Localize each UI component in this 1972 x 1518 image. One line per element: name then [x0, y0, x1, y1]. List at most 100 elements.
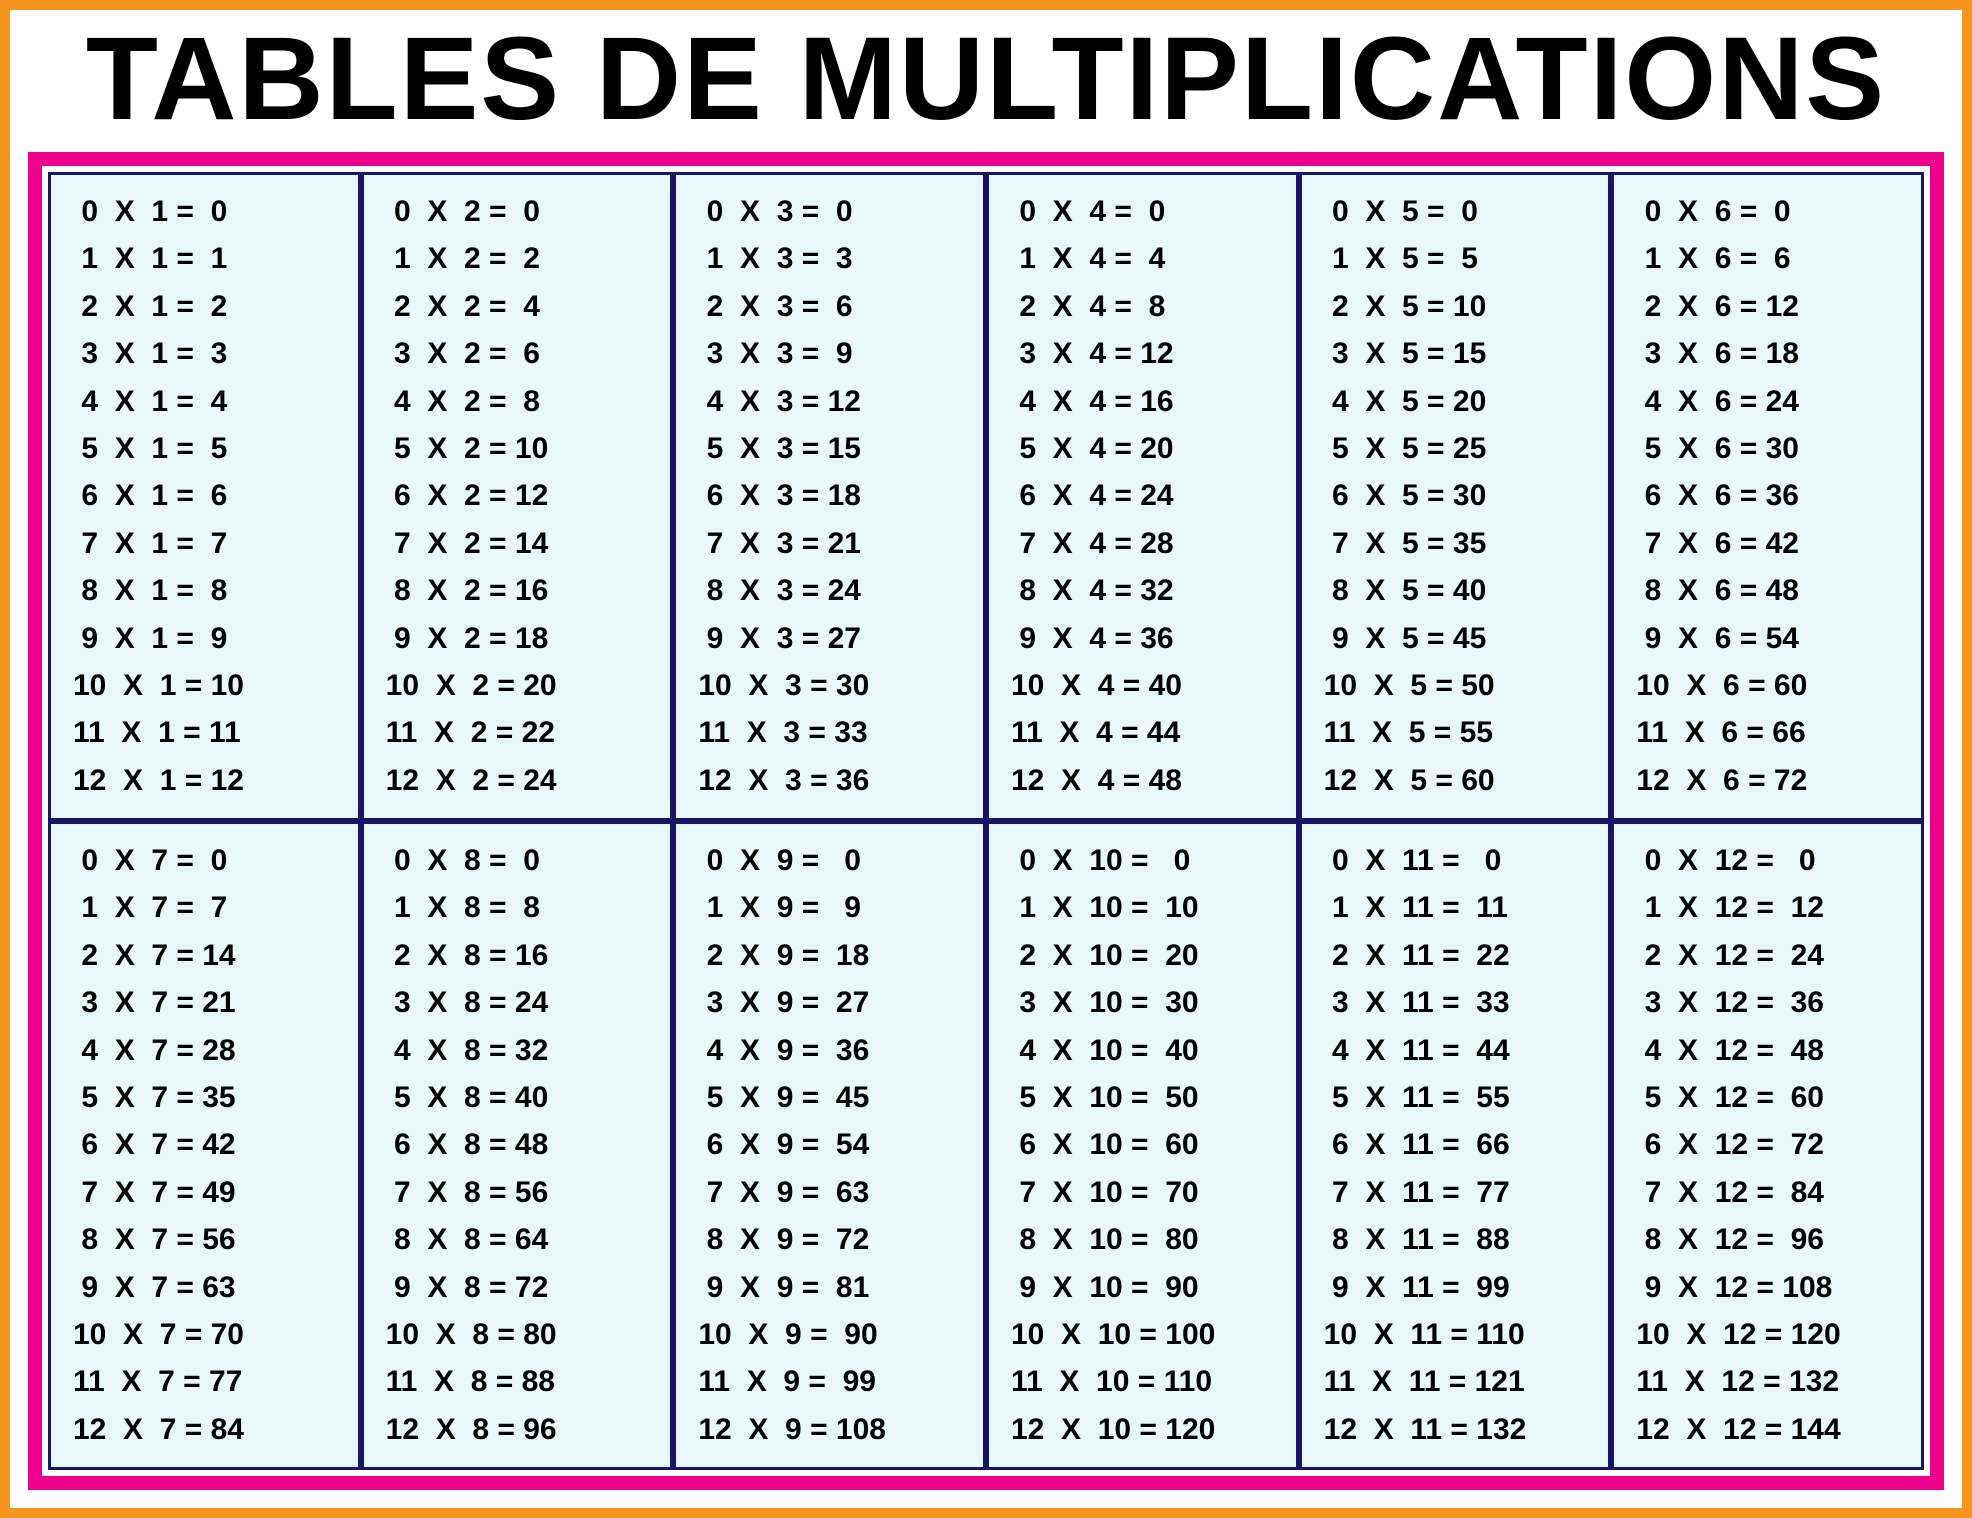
multiplication-row: 4 X 7 = 28 — [73, 1030, 346, 1072]
multiplication-row: 7 X 10 = 70 — [1011, 1172, 1284, 1214]
multiplication-row: 0 X 1 = 0 — [73, 191, 346, 233]
multiplication-row: 7 X 8 = 56 — [386, 1172, 659, 1214]
multiplication-row: 1 X 4 = 4 — [1011, 238, 1284, 280]
multiplication-row: 1 X 10 = 10 — [1011, 887, 1284, 929]
multiplication-row: 8 X 3 = 24 — [698, 570, 971, 612]
multiplication-row: 11 X 11 = 121 — [1324, 1361, 1597, 1403]
multiplication-row: 3 X 10 = 30 — [1011, 982, 1284, 1024]
table-cell-3: 0 X 3 = 0 1 X 3 = 3 2 X 3 = 6 3 X 3 = 9 … — [673, 172, 986, 821]
multiplication-row: 11 X 3 = 33 — [698, 712, 971, 754]
multiplication-row: 11 X 12 = 132 — [1636, 1361, 1909, 1403]
multiplication-row: 2 X 6 = 12 — [1636, 286, 1909, 328]
multiplication-row: 0 X 6 = 0 — [1636, 191, 1909, 233]
multiplication-row: 10 X 10 = 100 — [1011, 1314, 1284, 1356]
table-cell-2: 0 X 2 = 0 1 X 2 = 2 2 X 2 = 4 3 X 2 = 6 … — [361, 172, 674, 821]
multiplication-row: 5 X 7 = 35 — [73, 1077, 346, 1119]
multiplication-row: 2 X 3 = 6 — [698, 286, 971, 328]
multiplication-row: 6 X 1 = 6 — [73, 475, 346, 517]
multiplication-row: 6 X 6 = 36 — [1636, 475, 1909, 517]
multiplication-row: 12 X 4 = 48 — [1011, 760, 1284, 802]
multiplication-row: 3 X 3 = 9 — [698, 333, 971, 375]
multiplication-row: 6 X 12 = 72 — [1636, 1124, 1909, 1166]
tables-grid: 0 X 1 = 0 1 X 1 = 1 2 X 1 = 2 3 X 1 = 3 … — [48, 172, 1924, 1470]
table-cell-4: 0 X 4 = 0 1 X 4 = 4 2 X 4 = 8 3 X 4 = 12… — [986, 172, 1299, 821]
multiplication-row: 0 X 10 = 0 — [1011, 840, 1284, 882]
multiplication-row: 12 X 3 = 36 — [698, 760, 971, 802]
multiplication-row: 7 X 12 = 84 — [1636, 1172, 1909, 1214]
multiplication-row: 0 X 9 = 0 — [698, 840, 971, 882]
multiplication-row: 7 X 1 = 7 — [73, 523, 346, 565]
multiplication-row: 1 X 9 = 9 — [698, 887, 971, 929]
multiplication-row: 9 X 4 = 36 — [1011, 618, 1284, 660]
multiplication-row: 11 X 1 = 11 — [73, 712, 346, 754]
multiplication-row: 2 X 7 = 14 — [73, 935, 346, 977]
multiplication-row: 12 X 6 = 72 — [1636, 760, 1909, 802]
multiplication-row: 3 X 4 = 12 — [1011, 333, 1284, 375]
multiplication-row: 7 X 2 = 14 — [386, 523, 659, 565]
table-cell-5: 0 X 5 = 0 1 X 5 = 5 2 X 5 = 10 3 X 5 = 1… — [1299, 172, 1612, 821]
multiplication-row: 8 X 6 = 48 — [1636, 570, 1909, 612]
multiplication-row: 7 X 11 = 77 — [1324, 1172, 1597, 1214]
table-cell-6: 0 X 6 = 0 1 X 6 = 6 2 X 6 = 12 3 X 6 = 1… — [1611, 172, 1924, 821]
multiplication-row: 0 X 2 = 0 — [386, 191, 659, 233]
multiplication-row: 4 X 1 = 4 — [73, 381, 346, 423]
multiplication-row: 3 X 7 = 21 — [73, 982, 346, 1024]
multiplication-row: 10 X 9 = 90 — [698, 1314, 971, 1356]
multiplication-row: 7 X 3 = 21 — [698, 523, 971, 565]
multiplication-row: 8 X 11 = 88 — [1324, 1219, 1597, 1261]
multiplication-row: 10 X 3 = 30 — [698, 665, 971, 707]
multiplication-row: 6 X 7 = 42 — [73, 1124, 346, 1166]
multiplication-row: 8 X 5 = 40 — [1324, 570, 1597, 612]
multiplication-row: 6 X 9 = 54 — [698, 1124, 971, 1166]
multiplication-row: 12 X 8 = 96 — [386, 1409, 659, 1451]
multiplication-row: 12 X 5 = 60 — [1324, 760, 1597, 802]
multiplication-row: 10 X 12 = 120 — [1636, 1314, 1909, 1356]
multiplication-row: 11 X 5 = 55 — [1324, 712, 1597, 754]
multiplication-row: 10 X 7 = 70 — [73, 1314, 346, 1356]
multiplication-row: 12 X 11 = 132 — [1324, 1409, 1597, 1451]
multiplication-row: 12 X 7 = 84 — [73, 1409, 346, 1451]
multiplication-row: 9 X 1 = 9 — [73, 618, 346, 660]
multiplication-row: 1 X 7 = 7 — [73, 887, 346, 929]
multiplication-row: 4 X 6 = 24 — [1636, 381, 1909, 423]
multiplication-row: 6 X 11 = 66 — [1324, 1124, 1597, 1166]
multiplication-row: 0 X 7 = 0 — [73, 840, 346, 882]
multiplication-row: 6 X 4 = 24 — [1011, 475, 1284, 517]
multiplication-row: 0 X 8 = 0 — [386, 840, 659, 882]
multiplication-row: 6 X 8 = 48 — [386, 1124, 659, 1166]
multiplication-row: 9 X 6 = 54 — [1636, 618, 1909, 660]
multiplication-row: 8 X 8 = 64 — [386, 1219, 659, 1261]
multiplication-row: 4 X 2 = 8 — [386, 381, 659, 423]
multiplication-row: 3 X 2 = 6 — [386, 333, 659, 375]
multiplication-row: 1 X 6 = 6 — [1636, 238, 1909, 280]
multiplication-row: 1 X 11 = 11 — [1324, 887, 1597, 929]
multiplication-row: 11 X 6 = 66 — [1636, 712, 1909, 754]
multiplication-row: 4 X 8 = 32 — [386, 1030, 659, 1072]
multiplication-row: 10 X 8 = 80 — [386, 1314, 659, 1356]
multiplication-row: 5 X 4 = 20 — [1011, 428, 1284, 470]
multiplication-row: 1 X 5 = 5 — [1324, 238, 1597, 280]
multiplication-row: 10 X 2 = 20 — [386, 665, 659, 707]
multiplication-row: 0 X 4 = 0 — [1011, 191, 1284, 233]
multiplication-row: 9 X 2 = 18 — [386, 618, 659, 660]
multiplication-row: 2 X 9 = 18 — [698, 935, 971, 977]
multiplication-row: 4 X 11 = 44 — [1324, 1030, 1597, 1072]
multiplication-row: 5 X 6 = 30 — [1636, 428, 1909, 470]
multiplication-row: 2 X 2 = 4 — [386, 286, 659, 328]
multiplication-row: 4 X 3 = 12 — [698, 381, 971, 423]
multiplication-row: 12 X 9 = 108 — [698, 1409, 971, 1451]
table-cell-12: 0 X 12 = 0 1 X 12 = 12 2 X 12 = 24 3 X 1… — [1611, 821, 1924, 1470]
multiplication-row: 9 X 7 = 63 — [73, 1267, 346, 1309]
multiplication-row: 8 X 7 = 56 — [73, 1219, 346, 1261]
multiplication-row: 2 X 4 = 8 — [1011, 286, 1284, 328]
multiplication-row: 7 X 9 = 63 — [698, 1172, 971, 1214]
table-cell-10: 0 X 10 = 0 1 X 10 = 10 2 X 10 = 20 3 X 1… — [986, 821, 1299, 1470]
multiplication-row: 12 X 1 = 12 — [73, 760, 346, 802]
multiplication-row: 0 X 3 = 0 — [698, 191, 971, 233]
multiplication-row: 6 X 10 = 60 — [1011, 1124, 1284, 1166]
multiplication-row: 7 X 4 = 28 — [1011, 523, 1284, 565]
multiplication-row: 12 X 10 = 120 — [1011, 1409, 1284, 1451]
multiplication-row: 1 X 2 = 2 — [386, 238, 659, 280]
multiplication-row: 6 X 3 = 18 — [698, 475, 971, 517]
outer-frame: TABLES DE MULTIPLICATIONS 0 X 1 = 0 1 X … — [0, 0, 1972, 1518]
